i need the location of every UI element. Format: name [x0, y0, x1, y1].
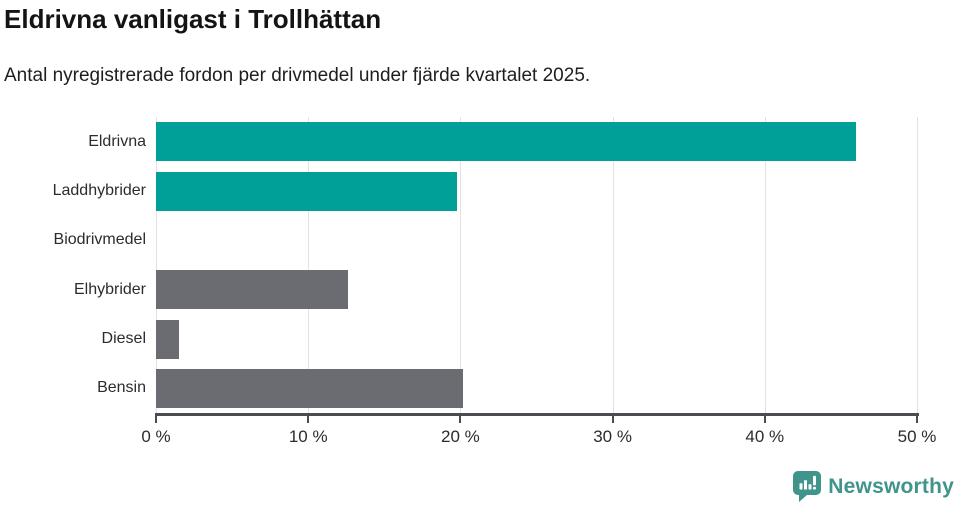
category-label-elhybrider: Elhybrider: [73, 280, 146, 298]
x-axis-line: [155, 413, 919, 416]
gridline-40: [764, 117, 766, 413]
tick-label-0: 0 %: [141, 427, 171, 446]
tick-50: [916, 416, 918, 423]
bar-chart: Eldrivna Laddhybrider Biodrivmedel Elhybrid…: [0, 117, 960, 457]
newsworthy-wordmark: Newsworthy: [828, 474, 954, 498]
gridline-30: [612, 117, 614, 413]
tick-20: [459, 416, 462, 423]
gridline-20: [460, 117, 462, 413]
category-label-bensin: Bensin: [97, 379, 146, 397]
bar-diesel: [156, 319, 179, 359]
category-label-diesel: Diesel: [101, 329, 146, 347]
tick-30: [611, 416, 614, 423]
tick-label-10: 10 %: [288, 427, 328, 446]
tick-label-30: 30 %: [593, 427, 632, 446]
category-label-laddhybrider: Laddhybrider: [52, 181, 146, 199]
newsworthy-icon: [793, 471, 822, 502]
tick-label-20: 20 %: [441, 427, 480, 446]
plot-area: [156, 117, 918, 413]
x-axis: 0 % 10 % 20 % 30 % 40 % 50 %: [141, 117, 936, 457]
bar-eldrivna: [156, 122, 857, 162]
tick-0: [155, 416, 157, 423]
chart-title: Eldrivna vanligast i Trollhättan: [4, 4, 382, 34]
bar-laddhybrider: [156, 171, 458, 211]
newsworthy-logo[interactable]: Newsworthy: [793, 470, 954, 503]
tick-label-40: 40 %: [745, 427, 785, 446]
category-label-biodrivmedel: Biodrivmedel: [53, 231, 146, 249]
gridline-0: [156, 117, 157, 413]
chart-subtitle: Antal nyregistrerade fordon per drivmede…: [4, 65, 591, 86]
tick-40: [763, 416, 766, 423]
bar-elhybrider: [156, 270, 348, 310]
gridline-50: [917, 117, 918, 413]
category-label-eldrivna: Eldrivna: [88, 132, 146, 150]
gridline-10: [308, 117, 310, 413]
tick-10: [307, 416, 310, 423]
y-axis-labels: Eldrivna Laddhybrider Biodrivmedel Elhybrid…: [0, 117, 146, 413]
bar-bensin: [156, 368, 464, 408]
tick-label-50: 50 %: [897, 427, 937, 446]
